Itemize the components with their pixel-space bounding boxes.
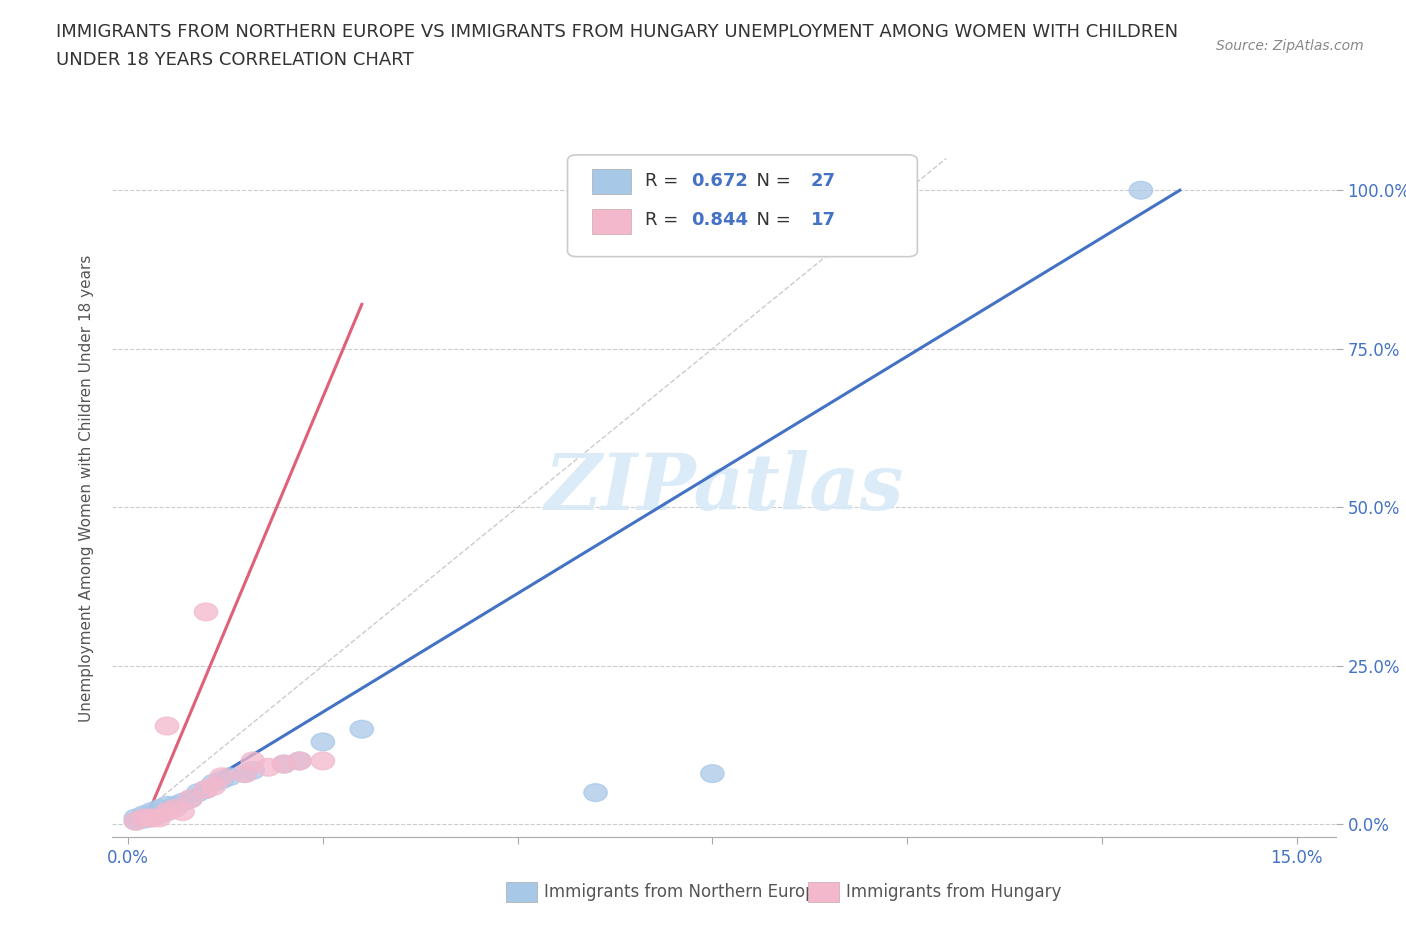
Ellipse shape [209,768,233,786]
Text: 17: 17 [811,211,837,229]
Text: N =: N = [745,211,796,229]
FancyBboxPatch shape [592,208,631,233]
Ellipse shape [155,803,179,820]
Ellipse shape [124,812,148,830]
Ellipse shape [139,803,163,820]
Text: Immigrants from Hungary: Immigrants from Hungary [846,883,1062,901]
Ellipse shape [288,752,311,770]
Ellipse shape [209,771,233,789]
Ellipse shape [163,796,187,814]
Ellipse shape [124,809,148,827]
Ellipse shape [194,603,218,621]
Ellipse shape [273,755,295,773]
Ellipse shape [132,806,155,824]
Y-axis label: Unemployment Among Women with Children Under 18 years: Unemployment Among Women with Children U… [79,255,94,722]
Text: R =: R = [644,211,683,229]
Ellipse shape [194,780,218,798]
FancyBboxPatch shape [568,155,917,257]
Ellipse shape [155,796,179,814]
Text: 27: 27 [811,172,837,191]
Ellipse shape [187,784,209,802]
Ellipse shape [194,780,218,798]
Ellipse shape [179,790,202,808]
Ellipse shape [240,762,264,779]
Ellipse shape [148,800,172,817]
Ellipse shape [273,755,295,773]
Ellipse shape [240,752,264,770]
Ellipse shape [163,800,187,817]
Text: 0.844: 0.844 [692,211,748,229]
Ellipse shape [311,733,335,751]
Ellipse shape [233,764,257,782]
Ellipse shape [132,809,155,827]
Text: IMMIGRANTS FROM NORTHERN EUROPE VS IMMIGRANTS FROM HUNGARY UNEMPLOYMENT AMONG WO: IMMIGRANTS FROM NORTHERN EUROPE VS IMMIG… [56,23,1178,41]
Ellipse shape [172,803,194,820]
Ellipse shape [179,790,202,808]
Ellipse shape [288,752,311,770]
FancyBboxPatch shape [592,169,631,194]
Ellipse shape [202,774,225,792]
Ellipse shape [172,793,194,811]
Ellipse shape [700,764,724,782]
Ellipse shape [148,806,172,824]
Ellipse shape [148,809,172,827]
Ellipse shape [1129,181,1153,199]
Ellipse shape [350,721,374,738]
Ellipse shape [124,812,148,830]
Text: R =: R = [644,172,683,191]
Ellipse shape [139,809,163,827]
Text: ZIPatlas: ZIPatlas [544,450,904,526]
Ellipse shape [311,752,335,770]
Ellipse shape [155,717,179,735]
Text: N =: N = [745,172,796,191]
Ellipse shape [218,768,240,786]
Ellipse shape [233,764,257,782]
Text: UNDER 18 YEARS CORRELATION CHART: UNDER 18 YEARS CORRELATION CHART [56,51,413,69]
Ellipse shape [583,784,607,802]
Text: Immigrants from Northern Europe: Immigrants from Northern Europe [544,883,825,901]
Ellipse shape [257,758,280,777]
Text: 0.672: 0.672 [692,172,748,191]
Text: Source: ZipAtlas.com: Source: ZipAtlas.com [1216,39,1364,53]
Ellipse shape [139,809,163,827]
Ellipse shape [202,777,225,795]
Ellipse shape [155,803,179,820]
Ellipse shape [132,810,155,828]
